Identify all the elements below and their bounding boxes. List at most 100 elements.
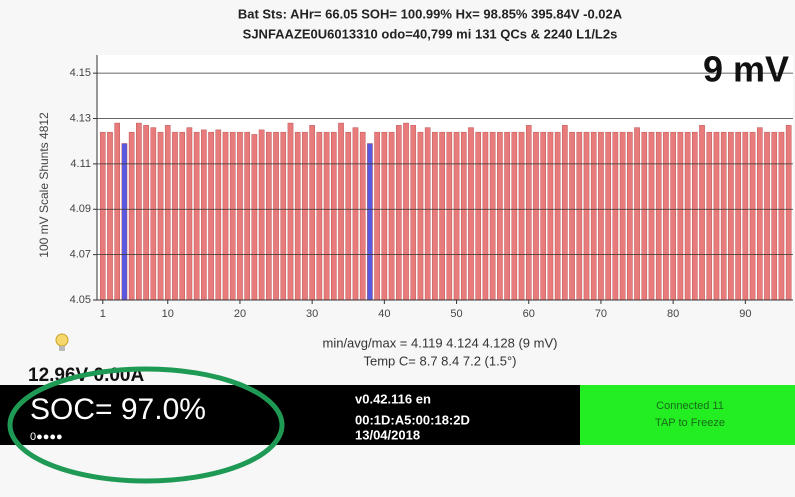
bar bbox=[605, 131, 611, 301]
bar bbox=[157, 131, 164, 301]
bar bbox=[525, 125, 532, 301]
bar bbox=[742, 131, 749, 301]
x-tick-label: 30 bbox=[306, 308, 318, 320]
bar bbox=[128, 131, 135, 301]
bar bbox=[439, 131, 445, 301]
header-line: Bat Sts: AHr= 66.05 SOH= 100.99% Hx= 98.… bbox=[238, 6, 623, 21]
bar bbox=[497, 131, 503, 301]
bar bbox=[229, 131, 236, 301]
x-tick-label: 20 bbox=[234, 308, 246, 320]
bar bbox=[771, 131, 778, 301]
bar bbox=[403, 122, 409, 301]
bar bbox=[641, 131, 648, 301]
bar bbox=[764, 131, 770, 301]
bar bbox=[417, 131, 424, 301]
x-tick-label: 70 bbox=[595, 308, 607, 320]
y-tick-label: 4.13 bbox=[70, 112, 91, 124]
bar bbox=[728, 131, 734, 301]
bar bbox=[475, 131, 482, 301]
bar bbox=[367, 143, 373, 301]
bar bbox=[554, 131, 561, 301]
bar bbox=[294, 131, 301, 301]
bar bbox=[121, 143, 128, 301]
bar bbox=[749, 131, 756, 301]
x-tick-label: 1 bbox=[100, 308, 106, 320]
bar bbox=[352, 127, 359, 301]
bar bbox=[193, 131, 200, 301]
dots: 0●●●● bbox=[30, 431, 63, 443]
bar bbox=[222, 131, 229, 301]
bar bbox=[244, 131, 250, 301]
plot: 4.05 4.07 4.09 4.11 4.13 4.15 1 10 20 30 40 50 60 70 8… bbox=[70, 55, 793, 320]
bar bbox=[208, 131, 214, 301]
bar bbox=[258, 129, 265, 301]
y-tick-label: 4.09 bbox=[70, 203, 91, 215]
connect-button[interactable] bbox=[580, 385, 795, 445]
bar bbox=[388, 131, 395, 301]
y-tick-label: 4.11 bbox=[70, 158, 91, 170]
bar bbox=[323, 131, 330, 301]
bar bbox=[266, 131, 272, 301]
bar bbox=[359, 131, 366, 301]
y-tick-label: 4.07 bbox=[70, 249, 91, 261]
bar bbox=[627, 131, 633, 301]
bar bbox=[99, 131, 106, 301]
bar bbox=[446, 131, 453, 301]
bar bbox=[511, 131, 518, 301]
bar bbox=[504, 131, 510, 301]
bar bbox=[172, 131, 178, 301]
bar bbox=[692, 131, 698, 301]
bar bbox=[186, 127, 193, 301]
bar bbox=[778, 131, 785, 301]
bar bbox=[612, 131, 619, 301]
bar bbox=[302, 131, 308, 301]
bar bbox=[345, 131, 352, 301]
bar bbox=[720, 131, 727, 301]
bar bbox=[677, 131, 684, 301]
info-panel bbox=[0, 385, 580, 445]
bar bbox=[699, 125, 705, 301]
chart-title: 9 mV bbox=[703, 49, 789, 90]
bar bbox=[395, 125, 402, 301]
connection: Connected 11 bbox=[656, 400, 724, 412]
bar bbox=[331, 131, 337, 301]
bar bbox=[460, 131, 467, 301]
bar bbox=[547, 131, 554, 301]
bar bbox=[453, 131, 460, 301]
bulb-icon bbox=[55, 333, 69, 351]
bar bbox=[309, 125, 315, 301]
bar bbox=[143, 125, 149, 301]
bar bbox=[562, 125, 568, 301]
bar bbox=[655, 131, 662, 301]
x-tick-label: 50 bbox=[450, 308, 462, 320]
version: v0.42.116 en bbox=[355, 391, 431, 406]
bar bbox=[410, 125, 417, 301]
x-tick-label: 80 bbox=[667, 308, 679, 320]
bar bbox=[590, 131, 597, 301]
bar bbox=[489, 131, 496, 301]
bar bbox=[150, 127, 157, 301]
bar bbox=[684, 131, 691, 301]
bar bbox=[785, 125, 792, 301]
bar bbox=[381, 131, 388, 301]
bar bbox=[424, 127, 431, 301]
bar bbox=[468, 127, 474, 301]
action: TAP to Freeze bbox=[655, 417, 725, 429]
bar bbox=[164, 125, 171, 301]
bar bbox=[663, 131, 669, 301]
bar bbox=[114, 122, 121, 301]
bar bbox=[713, 131, 720, 301]
bar bbox=[201, 129, 207, 301]
bar bbox=[569, 131, 575, 301]
bar bbox=[374, 131, 380, 301]
bar bbox=[287, 122, 294, 301]
x-caption: min/avg/max = 4.119 4.124 4.128 (9 mV) bbox=[323, 335, 558, 350]
bar bbox=[136, 122, 142, 301]
bar bbox=[273, 131, 279, 301]
x-tick-label: 90 bbox=[739, 308, 751, 320]
header-line: SJNFAAZE0U6013310 odo=40,799 mi 131 QCs … bbox=[243, 26, 618, 41]
bar bbox=[251, 134, 258, 301]
bar bbox=[756, 127, 763, 301]
bar bbox=[540, 131, 546, 301]
mac: 00:1D:A5:00:18:2D bbox=[355, 412, 470, 427]
